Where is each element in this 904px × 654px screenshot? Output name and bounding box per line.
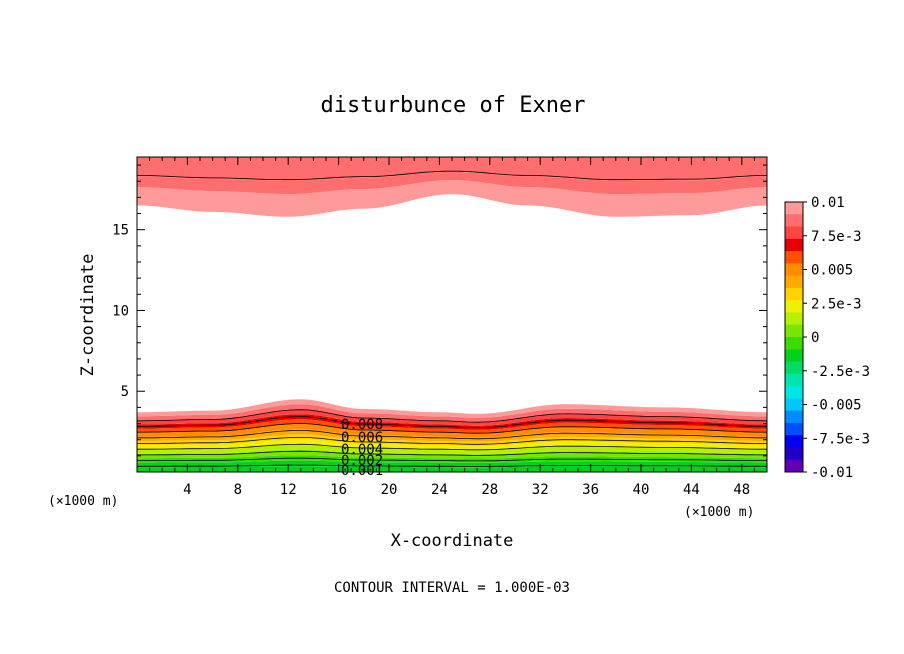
contour-line bbox=[137, 464, 767, 467]
lower-band bbox=[137, 404, 767, 422]
upper-band bbox=[137, 171, 767, 195]
upper-band bbox=[137, 157, 767, 181]
x-axis-label: X-coordinate bbox=[391, 531, 514, 551]
x-unit-label-left: (×1000 m) bbox=[48, 494, 118, 509]
contour-line bbox=[137, 457, 767, 462]
y-tick-label: 10 bbox=[112, 303, 129, 319]
colorbar-swatch bbox=[785, 349, 803, 363]
colorbar-swatch bbox=[785, 312, 803, 326]
colorbar-swatch bbox=[785, 263, 803, 277]
lower-band bbox=[137, 419, 767, 434]
lower-band bbox=[137, 409, 767, 426]
colorbar-swatch bbox=[785, 238, 803, 252]
colorbar-swatch bbox=[785, 324, 803, 338]
colorbar-label: 7.5e-3 bbox=[811, 229, 862, 245]
colorbar-label: 0.01 bbox=[811, 195, 845, 211]
colorbar-swatch bbox=[785, 386, 803, 399]
colorbar-swatch bbox=[785, 287, 803, 301]
y-tick-label: 5 bbox=[121, 384, 129, 400]
colorbar-swatch bbox=[785, 361, 803, 375]
contour-label: 0.008 bbox=[341, 417, 383, 433]
colorbar-swatch bbox=[785, 373, 803, 387]
colorbar-swatch bbox=[785, 398, 803, 412]
colorbar-label: -0.005 bbox=[811, 398, 862, 414]
colorbar-label: 2.5e-3 bbox=[811, 296, 862, 312]
colorbar-swatch bbox=[785, 447, 803, 461]
colorbar-swatch bbox=[785, 202, 803, 215]
colorbar-swatch bbox=[785, 337, 803, 350]
contour-line bbox=[137, 443, 767, 451]
colorbar-swatch bbox=[785, 410, 803, 424]
colorbar-swatch bbox=[785, 275, 803, 289]
lower-band bbox=[137, 399, 767, 418]
colorbar-label: 0.005 bbox=[811, 263, 853, 279]
contour-line bbox=[137, 423, 767, 434]
colorbar-label: -7.5e-3 bbox=[811, 431, 870, 447]
contour-label: 0.002 bbox=[341, 453, 383, 469]
lower-band bbox=[137, 424, 767, 438]
contour-line bbox=[137, 416, 767, 429]
x-unit-label-right: (×1000 m) bbox=[684, 505, 754, 520]
colorbar-label: 0 bbox=[811, 330, 819, 346]
lower-band bbox=[137, 455, 767, 463]
x-tick-label: 4 bbox=[183, 482, 191, 498]
colorbar-swatch bbox=[785, 435, 803, 448]
x-tick-label: 8 bbox=[234, 482, 242, 498]
x-tick-label: 12 bbox=[280, 482, 297, 498]
x-tick-label: 28 bbox=[481, 482, 498, 498]
colorbar-swatch bbox=[785, 300, 803, 313]
contour-line bbox=[137, 170, 767, 181]
colorbar: 0.01 7.5e-3 0.005 2.5e-3 0 -2.5e-3 -0.005 -7.5e… bbox=[784, 195, 870, 481]
lower-band bbox=[137, 444, 767, 455]
lower-band bbox=[137, 449, 767, 459]
lower-band bbox=[137, 414, 767, 430]
colorbar-swatch bbox=[785, 251, 803, 264]
x-tick-label: 44 bbox=[683, 482, 700, 498]
colorbar-swatch bbox=[785, 214, 803, 228]
upper-band bbox=[137, 180, 767, 217]
plot-area bbox=[137, 157, 767, 472]
contour-label: 0.006 bbox=[341, 430, 383, 446]
colorbar-swatch bbox=[785, 226, 803, 240]
colorbar-swatch bbox=[785, 422, 803, 436]
contour-line bbox=[137, 437, 767, 445]
colorbar-swatch bbox=[785, 459, 803, 473]
contour-line bbox=[137, 430, 767, 440]
y-tick-label: 15 bbox=[112, 223, 129, 239]
x-tick-label: 48 bbox=[733, 482, 750, 498]
contour-line bbox=[137, 450, 767, 456]
contour-line bbox=[137, 409, 767, 423]
lower-band bbox=[137, 439, 767, 451]
contour-label: 0.001 bbox=[341, 463, 383, 479]
colorbar-label: -2.5e-3 bbox=[811, 364, 870, 380]
chart-title: disturbunce of Exner bbox=[321, 93, 586, 118]
colorbar-label: -0.01 bbox=[811, 465, 853, 481]
contour-interval-note: CONTOUR INTERVAL = 1.000E-03 bbox=[334, 580, 570, 596]
x-tick-label: 16 bbox=[330, 482, 347, 498]
lower-band bbox=[137, 429, 767, 442]
contour-label: 0.004 bbox=[341, 442, 383, 458]
x-tick-label: 24 bbox=[431, 482, 448, 498]
x-tick-label: 32 bbox=[532, 482, 549, 498]
x-tick-label: 40 bbox=[633, 482, 650, 498]
y-axis-label: Z-coordinate bbox=[78, 254, 98, 377]
x-tick-label: 20 bbox=[381, 482, 398, 498]
x-tick-label: 36 bbox=[582, 482, 599, 498]
